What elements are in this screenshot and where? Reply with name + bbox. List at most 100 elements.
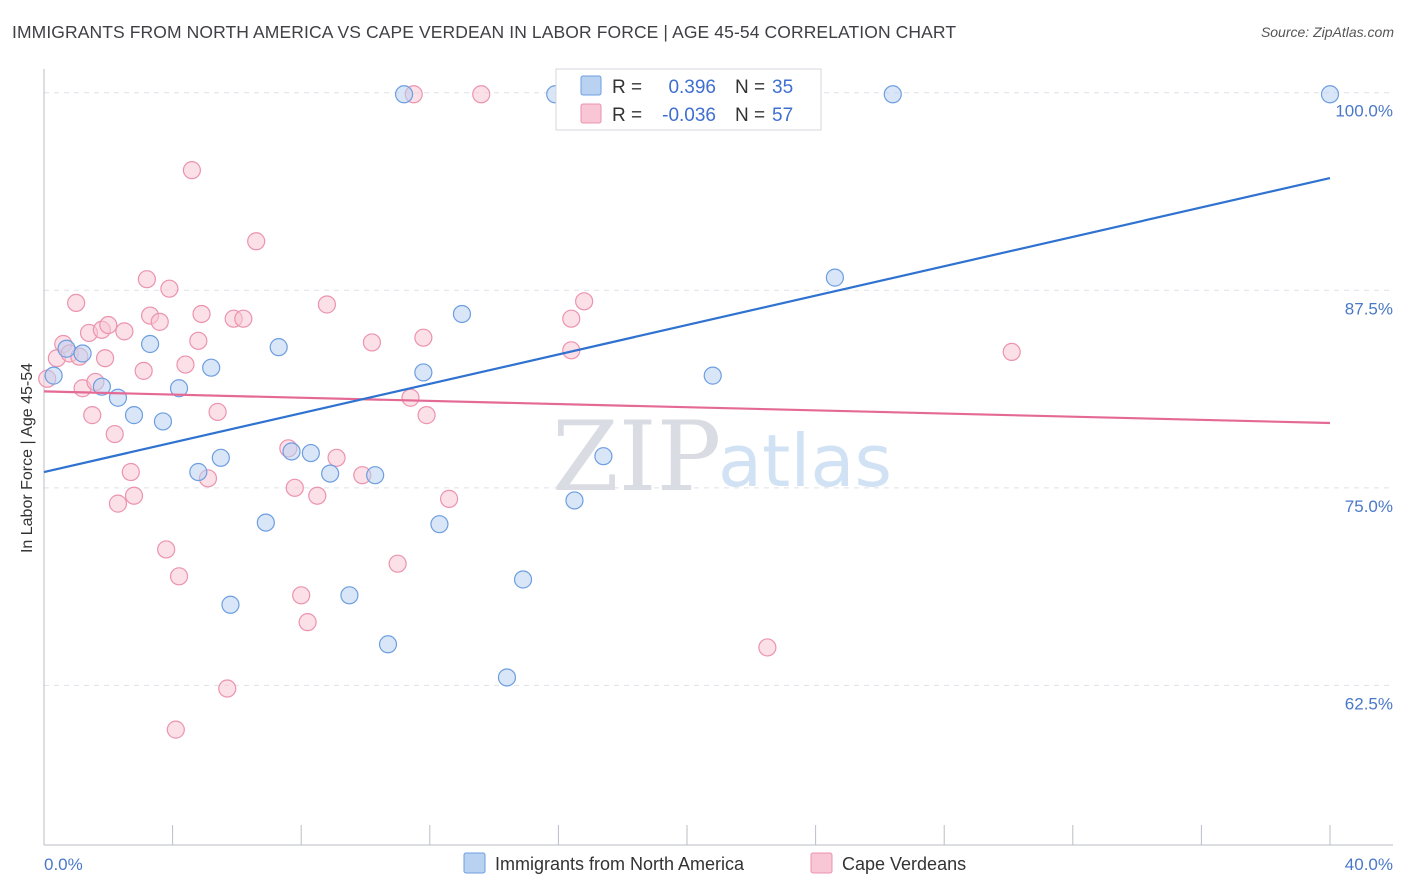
y-tick-label-3: 100.0% (1335, 102, 1393, 121)
north-america-point-1 (57, 339, 76, 358)
cape-verdeans-point-18 (134, 361, 153, 380)
cape-verdeans-point-13 (105, 424, 124, 444)
north-america-point-13 (256, 513, 275, 532)
north-america-point-25 (497, 668, 517, 687)
stats-box: R = 0.396 N = 35 R = -0.036 N = 57 (555, 68, 822, 131)
north-america-point-0 (44, 366, 63, 385)
y-tick-label-2: 87.5% (1345, 299, 1393, 318)
cape-verdeans-point-37 (285, 478, 304, 497)
cape-verdeans-point-44 (362, 333, 382, 352)
cape-verdeans-point-32 (218, 679, 237, 698)
north-america-point-24 (452, 304, 472, 324)
north-america-point-10 (202, 358, 221, 377)
cape-verdeans-point-11 (95, 349, 115, 368)
north-america-point-18 (340, 586, 359, 605)
legend: Immigrants from North America Cape Verde… (463, 852, 966, 874)
stats-pink-r-label: R = (612, 105, 642, 126)
cape-verdeans-point-25 (169, 567, 189, 586)
north-america-point-30 (594, 447, 613, 466)
cape-verdeans-point-12 (99, 315, 118, 335)
legend-label-north-america: Immigrants from North America (495, 854, 745, 874)
north-america-point-6 (140, 334, 160, 354)
chart-title: IMMIGRANTS FROM NORTH AMERICA VS CAPE VE… (12, 22, 957, 42)
north-america-point-16 (301, 443, 320, 463)
stats-pink-n-label: N = (735, 105, 765, 126)
cape-verdeans-point-15 (115, 322, 134, 341)
north-america-point-21 (394, 85, 414, 104)
cape-verdeans-point-40 (308, 486, 327, 505)
cape-verdeans-point-19 (137, 270, 156, 289)
cape-verdeans-point-4 (67, 293, 86, 313)
cape-verdeans-point-27 (182, 161, 201, 180)
stats-pink-n-value: 57 (772, 105, 793, 126)
north-america-point-31 (703, 366, 722, 385)
cape-verdeans-point-14 (108, 494, 128, 513)
watermark-atlas: atlas (718, 419, 892, 503)
cape-verdeans-point-46 (401, 388, 420, 407)
north-america-point-34 (1320, 85, 1340, 104)
north-america-point-3 (92, 377, 111, 396)
cape-verdeans-point-23 (160, 279, 179, 298)
cape-verdeans-point-42 (327, 448, 346, 467)
stats-pink-r-value: -0.036 (662, 105, 716, 126)
north-america-point-2 (73, 344, 92, 363)
north-america-point-17 (321, 464, 340, 483)
axes (43, 69, 1393, 846)
north-america-point-8 (169, 379, 189, 398)
trend-lines (43, 176, 1331, 474)
legend-label-cape-verdeans: Cape Verdeans (842, 854, 966, 874)
cape-verdeans-point-49 (417, 406, 436, 425)
north-america-point-12 (221, 595, 240, 614)
y-tick-label-0: 62.5% (1345, 694, 1393, 713)
stats-blue-n-value: 35 (772, 77, 793, 98)
cape-verdeans-point-48 (414, 328, 433, 347)
cape-verdeans-point-21 (150, 312, 169, 331)
cape-verdeans-point-17 (124, 486, 144, 505)
cape-verdeans-point-53 (562, 309, 581, 328)
north-america-point-9 (189, 462, 208, 482)
north-america-point-4 (108, 388, 128, 407)
cape-verdeans-trend-line (43, 390, 1331, 425)
north-america-point-11 (211, 448, 230, 467)
cape-verdeans-points (38, 85, 1021, 739)
cape-verdeans-point-51 (472, 85, 491, 104)
north-america-point-7 (153, 412, 173, 431)
north-america-trend-line (43, 176, 1331, 474)
cape-verdeans-point-28 (189, 331, 208, 350)
north-america-point-26 (513, 570, 533, 589)
cape-verdeans-point-22 (157, 540, 176, 559)
north-america-point-14 (269, 338, 288, 357)
cape-verdeans-point-41 (317, 295, 337, 314)
cape-verdeans-point-35 (247, 232, 266, 251)
north-america-point-28 (565, 491, 584, 510)
cape-verdeans-point-8 (83, 406, 102, 425)
grid-lines (44, 92, 1393, 686)
x-tick-label-max: 40.0% (1345, 855, 1393, 874)
source-credit: Source: ZipAtlas.com (1260, 24, 1394, 40)
watermark: ZIP atlas (552, 401, 892, 513)
north-america-point-19 (366, 466, 385, 485)
north-america-points (44, 85, 1340, 687)
cape-verdeans-point-26 (176, 355, 195, 374)
stats-blue-r-value: 0.396 (668, 77, 716, 98)
cape-verdeans-point-54 (575, 292, 594, 311)
legend-swatch-cape-verdeans (810, 852, 833, 874)
cape-verdeans-point-31 (208, 402, 227, 422)
stats-pink-swatch (580, 103, 602, 124)
cape-verdeans-point-45 (388, 554, 407, 573)
north-america-point-22 (414, 363, 433, 382)
cape-verdeans-point-29 (192, 304, 211, 324)
cape-verdeans-point-50 (439, 489, 459, 508)
north-america-point-15 (282, 442, 301, 461)
legend-swatch-north-america (463, 852, 486, 874)
cape-verdeans-point-34 (234, 309, 253, 328)
cape-verdeans-point-56 (1002, 342, 1021, 362)
stats-blue-n-label: N = (735, 77, 765, 98)
cape-verdeans-point-55 (758, 638, 777, 657)
north-america-point-33 (883, 85, 902, 104)
stats-blue-r-label: R = (612, 77, 642, 98)
stats-blue-swatch (580, 75, 602, 96)
north-america-point-23 (430, 515, 449, 534)
cape-verdeans-point-39 (298, 613, 317, 632)
